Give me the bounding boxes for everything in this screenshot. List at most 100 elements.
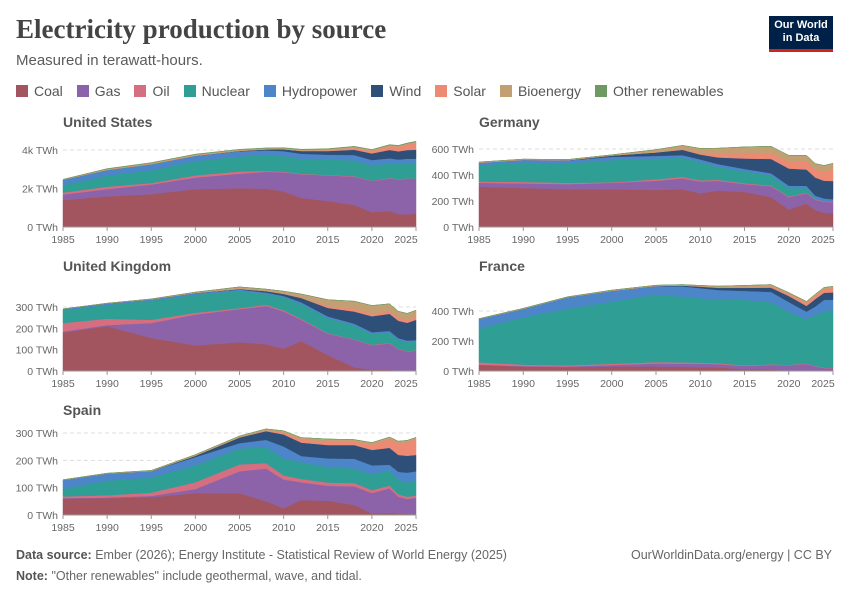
- panel-title: Germany: [479, 114, 540, 130]
- y-tick-label: 0 TWh: [443, 366, 474, 378]
- x-tick-label: 1990: [95, 378, 119, 390]
- legend-item-other-renewables[interactable]: Other renewables: [594, 83, 724, 99]
- x-tick-label: 2005: [644, 234, 668, 246]
- legend-label: Bioenergy: [517, 83, 581, 99]
- panel-united-kingdom: United Kingdom 0 TWh 100 TWh 200 TWh 300 TWh…: [16, 258, 418, 390]
- x-tick-label: 2020: [360, 378, 384, 390]
- x-tick-label: 2000: [600, 378, 624, 390]
- x-tick-label: 1990: [95, 522, 119, 534]
- x-tick-label: 1990: [512, 234, 536, 246]
- x-tick-label: 2000: [600, 234, 624, 246]
- x-tick-label: 2005: [228, 522, 252, 534]
- panel-france: France 0 TWh 200 TWh 400 TWh 1985 1990 1995 200…: [432, 258, 835, 390]
- legend-swatch: [76, 85, 89, 97]
- legend-swatch: [263, 85, 276, 97]
- x-tick-label: 2025: [811, 378, 835, 390]
- area-other-renewables: [62, 286, 417, 314]
- x-tick-label: 1995: [556, 378, 580, 390]
- x-tick-label: 2010: [689, 378, 713, 390]
- x-tick-label: 1995: [140, 378, 164, 390]
- x-tick-label: 2005: [228, 378, 252, 390]
- x-tick-label: 1985: [467, 234, 491, 246]
- x-tick-label: 2010: [272, 378, 296, 390]
- x-tick-label: 2005: [644, 378, 668, 390]
- x-tick-label: 1985: [51, 378, 75, 390]
- x-tick-label: 1995: [140, 522, 164, 534]
- legend-item-solar[interactable]: Solar: [435, 83, 486, 99]
- area-other-renewables: [478, 145, 834, 166]
- x-tick-label: 2020: [777, 378, 801, 390]
- y-tick-label: 0 TWh: [27, 366, 58, 378]
- note: Note: "Other renewables" include geother…: [16, 569, 362, 583]
- x-tick-label: 2020: [777, 234, 801, 246]
- panel-title: France: [479, 258, 525, 274]
- y-tick-label: 300 TWh: [16, 302, 59, 314]
- panel-germany: Germany 0 TWh 200 TWh 400 TWh 600 TWh 1985 199…: [432, 114, 835, 246]
- x-tick-label: 2015: [733, 378, 757, 390]
- x-tick-label: 2010: [272, 234, 296, 246]
- y-tick-label: 4k TWh: [22, 145, 58, 157]
- legend-swatch: [499, 85, 512, 97]
- y-tick-label: 200 TWh: [16, 455, 59, 467]
- x-tick-label: 2025: [394, 522, 418, 534]
- area-other-renewables: [62, 140, 417, 180]
- legend-label: Gas: [94, 83, 121, 99]
- credit-link[interactable]: OurWorldinData.org/energy | CC BY: [630, 548, 832, 562]
- x-tick-label: 1990: [95, 234, 119, 246]
- x-tick-label: 2005: [228, 234, 252, 246]
- x-tick-label: 1995: [140, 234, 164, 246]
- owid-logo[interactable]: Our World in Data: [769, 16, 833, 52]
- x-tick-label: 2015: [316, 378, 340, 390]
- x-tick-label: 2015: [316, 234, 340, 246]
- y-tick-label: 200 TWh: [16, 323, 59, 335]
- y-tick-label: 600 TWh: [432, 144, 475, 156]
- legend: Coal Gas Oil Nuclear Hydropower Wind Solar Bioe…: [16, 83, 724, 99]
- legend-swatch: [16, 85, 28, 97]
- legend-swatch: [594, 85, 607, 97]
- y-tick-label: 400 TWh: [432, 170, 475, 182]
- legend-label: Wind: [389, 83, 422, 99]
- y-tick-label: 0 TWh: [27, 510, 58, 522]
- chart-subtitle: Measured in terawatt-hours.: [16, 52, 203, 69]
- x-tick-label: 1990: [512, 378, 536, 390]
- legend-item-bioenergy[interactable]: Bioenergy: [499, 83, 581, 99]
- x-tick-label: 2000: [184, 378, 208, 390]
- x-tick-label: 1985: [51, 522, 75, 534]
- x-tick-label: 1985: [51, 234, 75, 246]
- legend-item-oil[interactable]: Oil: [134, 83, 170, 99]
- area-other-renewables: [62, 428, 417, 480]
- x-tick-label: 2010: [272, 522, 296, 534]
- x-tick-label: 2010: [689, 234, 713, 246]
- legend-swatch: [134, 85, 147, 97]
- y-tick-label: 100 TWh: [16, 345, 59, 357]
- x-tick-label: 2025: [811, 234, 835, 246]
- legend-label: Nuclear: [201, 83, 250, 99]
- x-tick-label: 2015: [733, 234, 757, 246]
- y-tick-label: 200 TWh: [432, 336, 475, 348]
- x-tick-label: 1985: [467, 378, 491, 390]
- legend-item-nuclear[interactable]: Nuclear: [183, 83, 250, 99]
- legend-swatch: [183, 85, 196, 97]
- x-tick-label: 2000: [184, 234, 208, 246]
- chart-title: Electricity production by source: [16, 14, 387, 44]
- legend-item-gas[interactable]: Gas: [76, 83, 121, 99]
- legend-label: Other renewables: [612, 83, 724, 99]
- panel-title: United States: [63, 114, 153, 130]
- legend-item-wind[interactable]: Wind: [371, 83, 421, 99]
- legend-item-hydropower[interactable]: Hydropower: [263, 83, 358, 99]
- panel-title: United Kingdom: [63, 258, 171, 274]
- legend-item-coal[interactable]: Coal: [16, 83, 63, 99]
- legend-label: Hydropower: [281, 83, 358, 99]
- y-tick-label: 100 TWh: [16, 483, 59, 495]
- y-tick-label: 200 TWh: [432, 196, 475, 208]
- y-tick-label: 400 TWh: [432, 306, 475, 318]
- x-tick-label: 2000: [184, 522, 208, 534]
- legend-swatch: [435, 85, 448, 97]
- legend-swatch: [371, 85, 384, 97]
- legend-label: Oil: [152, 83, 170, 99]
- panel-united-states: United States 0 TWh 2k TWh 4k TWh 1985 1990 19…: [22, 114, 418, 246]
- data-source: Data source: Ember (2026); Energy Instit…: [16, 548, 507, 562]
- panel-title: Spain: [63, 402, 101, 418]
